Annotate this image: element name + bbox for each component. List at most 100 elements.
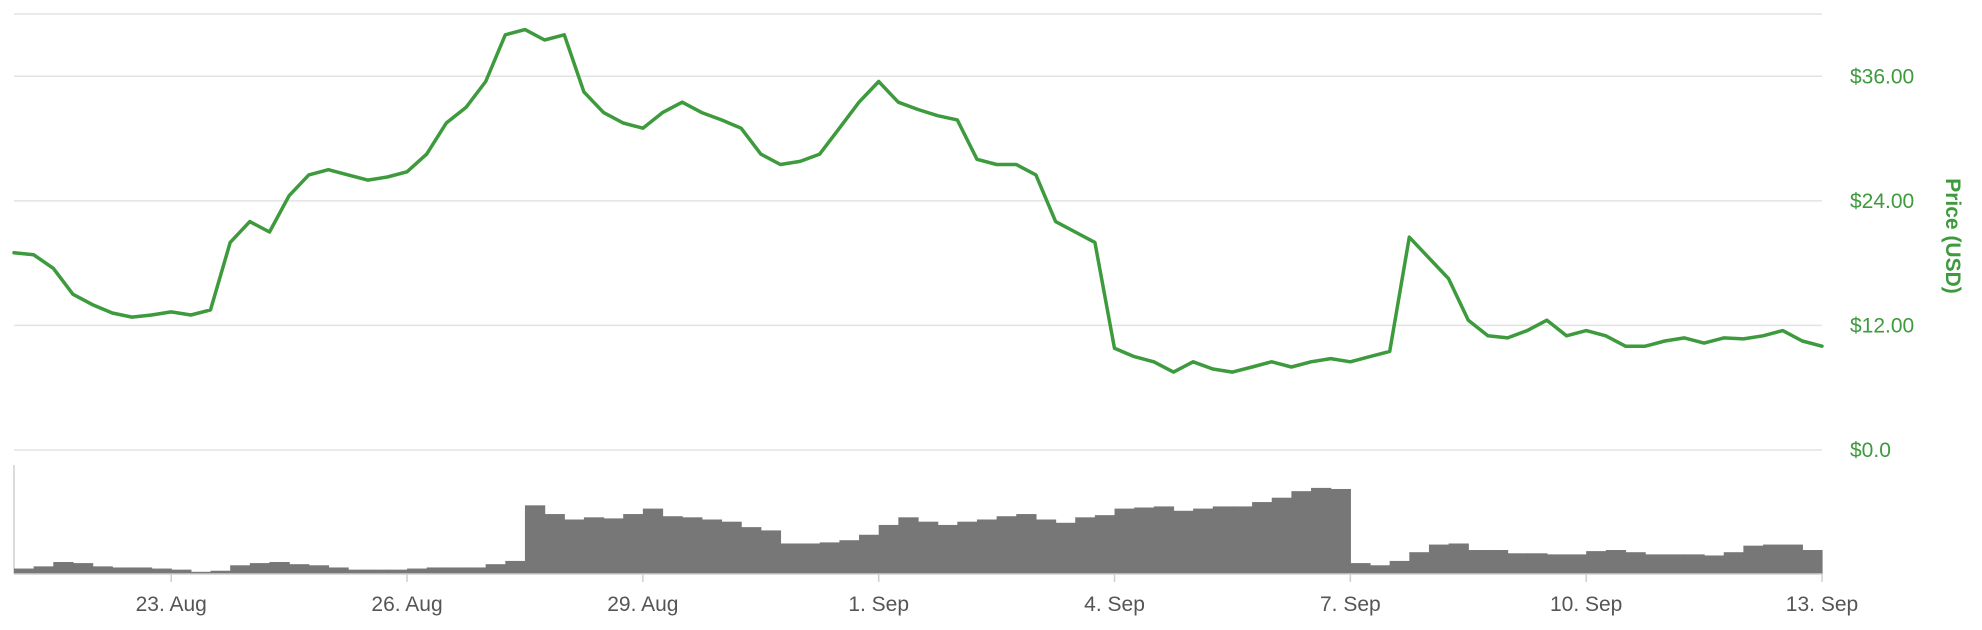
volume-bar: [1645, 554, 1666, 574]
volume-bar: [1370, 565, 1391, 574]
price-point: [1093, 241, 1097, 244]
price-series: [12, 27, 1824, 374]
volume-bar: [1802, 550, 1823, 574]
price-point: [1486, 334, 1490, 338]
volume-bars: [13, 465, 1823, 574]
price-point: [209, 308, 212, 312]
price-point: [1172, 370, 1175, 374]
volume-bar: [1723, 552, 1744, 574]
price-point: [1250, 365, 1254, 369]
volume-bar: [1468, 550, 1489, 574]
volume-bar: [426, 567, 447, 574]
price-point: [445, 121, 448, 125]
price-point: [170, 310, 173, 314]
price-point: [622, 121, 625, 125]
volume-bar: [1252, 502, 1273, 574]
price-point: [1074, 230, 1077, 234]
x-tick-label: 26. Aug: [371, 593, 442, 616]
y-axis-title: Price (USD): [1941, 178, 1964, 294]
price-point: [1447, 277, 1450, 280]
x-tick-label: 13. Sep: [1786, 593, 1858, 616]
price-point: [995, 163, 998, 166]
volume-bar: [721, 521, 742, 574]
volume-bar: [1114, 508, 1135, 574]
price-point: [1113, 347, 1116, 350]
volume-bar: [308, 565, 330, 574]
price-point: [1309, 360, 1313, 363]
volume-bar: [446, 567, 467, 574]
price-point: [425, 152, 428, 156]
y-tick-label: $24.00: [1850, 190, 1914, 213]
volume-bar: [230, 565, 251, 574]
x-axis: 23. Aug 26. Aug 29. Aug 1. Sep 4. Sep 7. Sep 1…: [14, 573, 1858, 616]
volume-bar: [269, 562, 290, 574]
price-point: [1015, 163, 1018, 166]
volume-bar: [996, 516, 1017, 574]
price-point: [1624, 344, 1627, 348]
price-point: [504, 33, 507, 36]
price-point: [307, 173, 310, 177]
x-tick-label: 7. Sep: [1320, 593, 1381, 616]
volume-bar: [53, 562, 74, 574]
volume-bar: [289, 564, 310, 574]
volume-bar: [544, 514, 565, 574]
price-point: [1290, 365, 1293, 369]
price-point: [268, 230, 271, 234]
y-tick-label: $36.00: [1850, 65, 1914, 88]
price-point: [1427, 256, 1431, 260]
volume-bar: [623, 514, 644, 574]
price-point: [916, 108, 920, 111]
price-point: [1702, 341, 1706, 345]
volume-bar: [1094, 515, 1116, 574]
volume-bar: [1428, 544, 1450, 574]
volume-bar: [878, 524, 899, 574]
volume-bar: [1664, 554, 1686, 574]
volume-bar: [583, 517, 605, 574]
volume-bar: [839, 540, 860, 574]
price-point: [661, 111, 664, 114]
volume-bar: [1605, 550, 1627, 574]
price-point: [563, 33, 566, 36]
volume-bar: [387, 569, 408, 574]
price-point: [602, 111, 605, 114]
x-tick-label: 23. Aug: [136, 593, 207, 616]
volume-bar: [741, 527, 762, 574]
volume-bar: [918, 521, 939, 574]
volume-bar: [171, 569, 192, 574]
price-point: [1663, 339, 1666, 343]
volume-bar: [72, 563, 94, 574]
volume-bar: [760, 530, 782, 574]
volume-bar: [190, 571, 212, 574]
volume-bar: [1232, 506, 1253, 574]
price-point: [1604, 334, 1608, 338]
volume-bar: [1311, 487, 1332, 574]
price-point: [12, 251, 16, 254]
price-point: [1368, 355, 1372, 358]
y-tick-label: $0.0: [1850, 439, 1891, 462]
price-point: [32, 253, 35, 257]
price-point: [1270, 360, 1273, 363]
price-point: [1742, 337, 1745, 341]
volume-bar: [1075, 517, 1096, 574]
volume-bar: [1153, 506, 1175, 574]
price-point: [386, 175, 389, 179]
price-point: [287, 194, 291, 197]
price-point: [897, 101, 900, 104]
price-point: [1643, 344, 1647, 348]
volume-bar: [564, 519, 585, 574]
price-point: [1388, 350, 1391, 353]
volume-bar: [898, 517, 919, 574]
volume-bar: [1566, 554, 1587, 574]
volume-bar: [249, 563, 271, 574]
volume-bar: [819, 542, 840, 574]
volume-bar: [328, 567, 349, 574]
price-point: [1565, 334, 1568, 338]
volume-bar: [701, 519, 723, 574]
price-point: [936, 114, 939, 117]
volume-bar: [937, 524, 958, 574]
price-point: [150, 313, 153, 317]
price-point: [130, 315, 134, 319]
price-point: [1801, 339, 1804, 343]
